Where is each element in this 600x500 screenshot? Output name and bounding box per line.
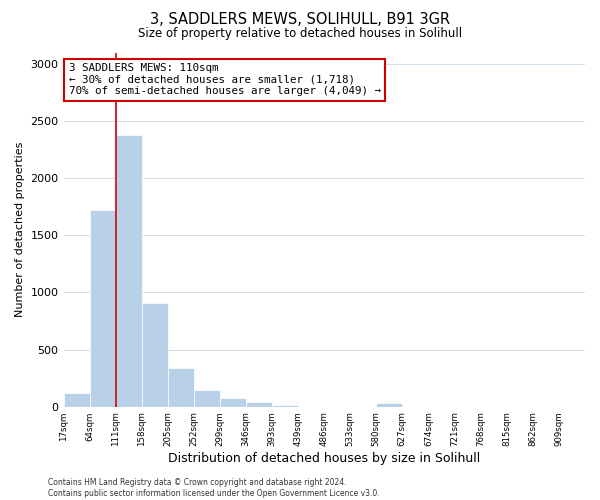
Bar <box>246 402 272 406</box>
Bar <box>89 210 116 406</box>
Y-axis label: Number of detached properties: Number of detached properties <box>15 142 25 318</box>
Bar <box>116 135 142 406</box>
X-axis label: Distribution of detached houses by size in Solihull: Distribution of detached houses by size … <box>168 452 481 465</box>
Bar <box>376 404 402 406</box>
Bar <box>220 398 246 406</box>
Bar <box>142 302 168 406</box>
Bar <box>168 368 194 406</box>
Text: Contains HM Land Registry data © Crown copyright and database right 2024.
Contai: Contains HM Land Registry data © Crown c… <box>48 478 380 498</box>
Bar <box>64 393 89 406</box>
Text: 3 SADDLERS MEWS: 110sqm
← 30% of detached houses are smaller (1,718)
70% of semi: 3 SADDLERS MEWS: 110sqm ← 30% of detache… <box>69 63 381 96</box>
Bar <box>272 405 298 406</box>
Text: 3, SADDLERS MEWS, SOLIHULL, B91 3GR: 3, SADDLERS MEWS, SOLIHULL, B91 3GR <box>150 12 450 28</box>
Bar <box>194 390 220 406</box>
Text: Size of property relative to detached houses in Solihull: Size of property relative to detached ho… <box>138 28 462 40</box>
